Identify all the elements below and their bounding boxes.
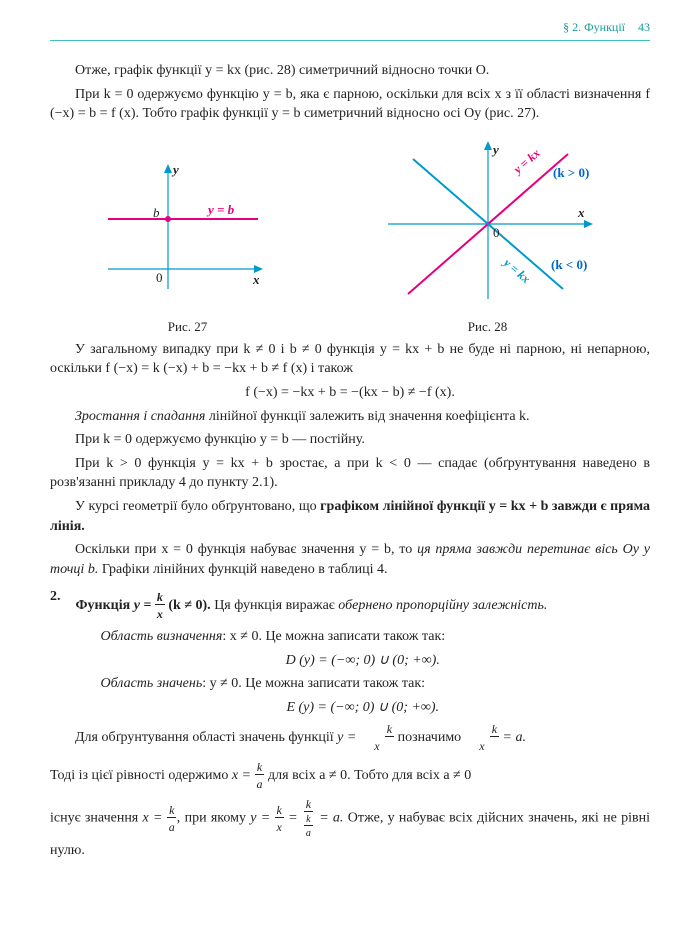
section-2: 2. Функція y = kx (k ≠ 0). Ця функція ви… (50, 589, 650, 721)
p7a: У курсі геометрії було обґрунтовано, що (75, 499, 320, 514)
s2a: Функція (76, 598, 134, 613)
fig28-eq1: y = kx (509, 146, 542, 178)
p13b: при якому (185, 811, 251, 826)
paragraph-8: Оскільки при x = 0 функція набуває значе… (50, 540, 650, 579)
fig27-o: 0 (156, 270, 163, 285)
fig27-x: x (252, 272, 260, 287)
p4b: лінійної функції залежить від значення к… (205, 409, 529, 424)
section-label: § 2. Функції (563, 20, 625, 34)
fig27-y: y (171, 162, 179, 177)
paragraph-12: Тоді із цієї рівності одержимо x = ka дл… (50, 759, 650, 793)
section-2-num: 2. (50, 589, 61, 721)
fig28-cond2: (k < 0) (551, 257, 587, 272)
paragraph-10eq: E (y) = (−∞; 0) ∪ (0; +∞). (76, 698, 651, 718)
paragraph-3: У загальному випадку при k ≠ 0 і b ≠ 0 ф… (50, 340, 650, 379)
paragraph-11: Для обґрунтування області значень функці… (50, 721, 650, 755)
figure-28-svg: y = kx (k > 0) y = kx (k < 0) y x 0 (373, 139, 603, 309)
fig28-cond1: (k > 0) (553, 165, 589, 180)
page-header: § 2. Функції 43 (50, 20, 650, 41)
figures-row: b y = b y 0 x Рис. 27 y = kx (k > 0) y =… (50, 139, 650, 335)
figure-28-caption: Рис. 28 (373, 319, 603, 335)
fig28-y: y (491, 142, 499, 157)
p9a: Область визначення (101, 629, 223, 644)
paragraph-9: Область визначення: x ≠ 0. Це можна запи… (76, 627, 651, 647)
p10b: : y ≠ 0. Це можна записати також так: (202, 676, 425, 691)
paragraph-3eq: f (−x) = −kx + b = −(kx − b) ≠ −f (x). (50, 383, 650, 403)
s2b: Ця функція виражає (211, 598, 339, 613)
p13a: існує значення (50, 811, 143, 826)
fig28-o: 0 (493, 225, 500, 240)
paragraph-1: Отже, графік функції y = kx (рис. 28) си… (50, 61, 650, 81)
fig28-x: x (577, 205, 585, 220)
figure-27-svg: b y = b y 0 x (98, 159, 278, 309)
paragraph-13: існує значення x = ka, при якому y = kx … (50, 796, 650, 860)
p8c: Графіки лінійних функцій наведено в табл… (98, 562, 387, 577)
paragraph-9eq: D (y) = (−∞; 0) ∪ (0; +∞). (76, 651, 651, 671)
figure-27-caption: Рис. 27 (98, 319, 278, 335)
p11b: позначимо (394, 730, 465, 745)
p8a: Оскільки при x = 0 функція набуває значе… (75, 542, 417, 557)
figure-28: y = kx (k > 0) y = kx (k < 0) y x 0 Рис.… (373, 139, 603, 335)
figure-27: b y = b y 0 x Рис. 27 (98, 159, 278, 335)
section-2-title: Функція y = kx (k ≠ 0). Ця функція вираж… (76, 589, 651, 623)
s2c: обернено пропорційну залежність. (338, 598, 547, 613)
paragraph-5: При k = 0 одержуємо функцію y = b — пост… (50, 430, 650, 450)
p4a: Зростання і спадання (75, 409, 205, 424)
paragraph-10: Область значень: y ≠ 0. Це можна записат… (76, 674, 651, 694)
p10a: Область значень (101, 676, 203, 691)
paragraph-2: При k = 0 одержуємо функцію y = b, яка є… (50, 85, 650, 124)
paragraph-4: Зростання і спадання лінійної функції за… (50, 407, 650, 427)
paragraph-6: При k > 0 функція y = kx + b зростає, а … (50, 454, 650, 493)
p12b: для всіх a ≠ 0. Тобто для всіх a ≠ 0 (265, 768, 472, 783)
p11a: Для обґрунтування області значень функці… (75, 730, 337, 745)
p9b: : x ≠ 0. Це можна записати також так: (222, 629, 445, 644)
page-number: 43 (638, 20, 650, 34)
paragraph-7: У курсі геометрії було обґрунтовано, що … (50, 497, 650, 536)
fig27-b: b (153, 205, 160, 220)
p12a: Тоді із цієї рівності одержимо (50, 768, 232, 783)
s2cond: (k ≠ 0). (165, 598, 211, 613)
fig27-eq: y = b (206, 202, 235, 217)
